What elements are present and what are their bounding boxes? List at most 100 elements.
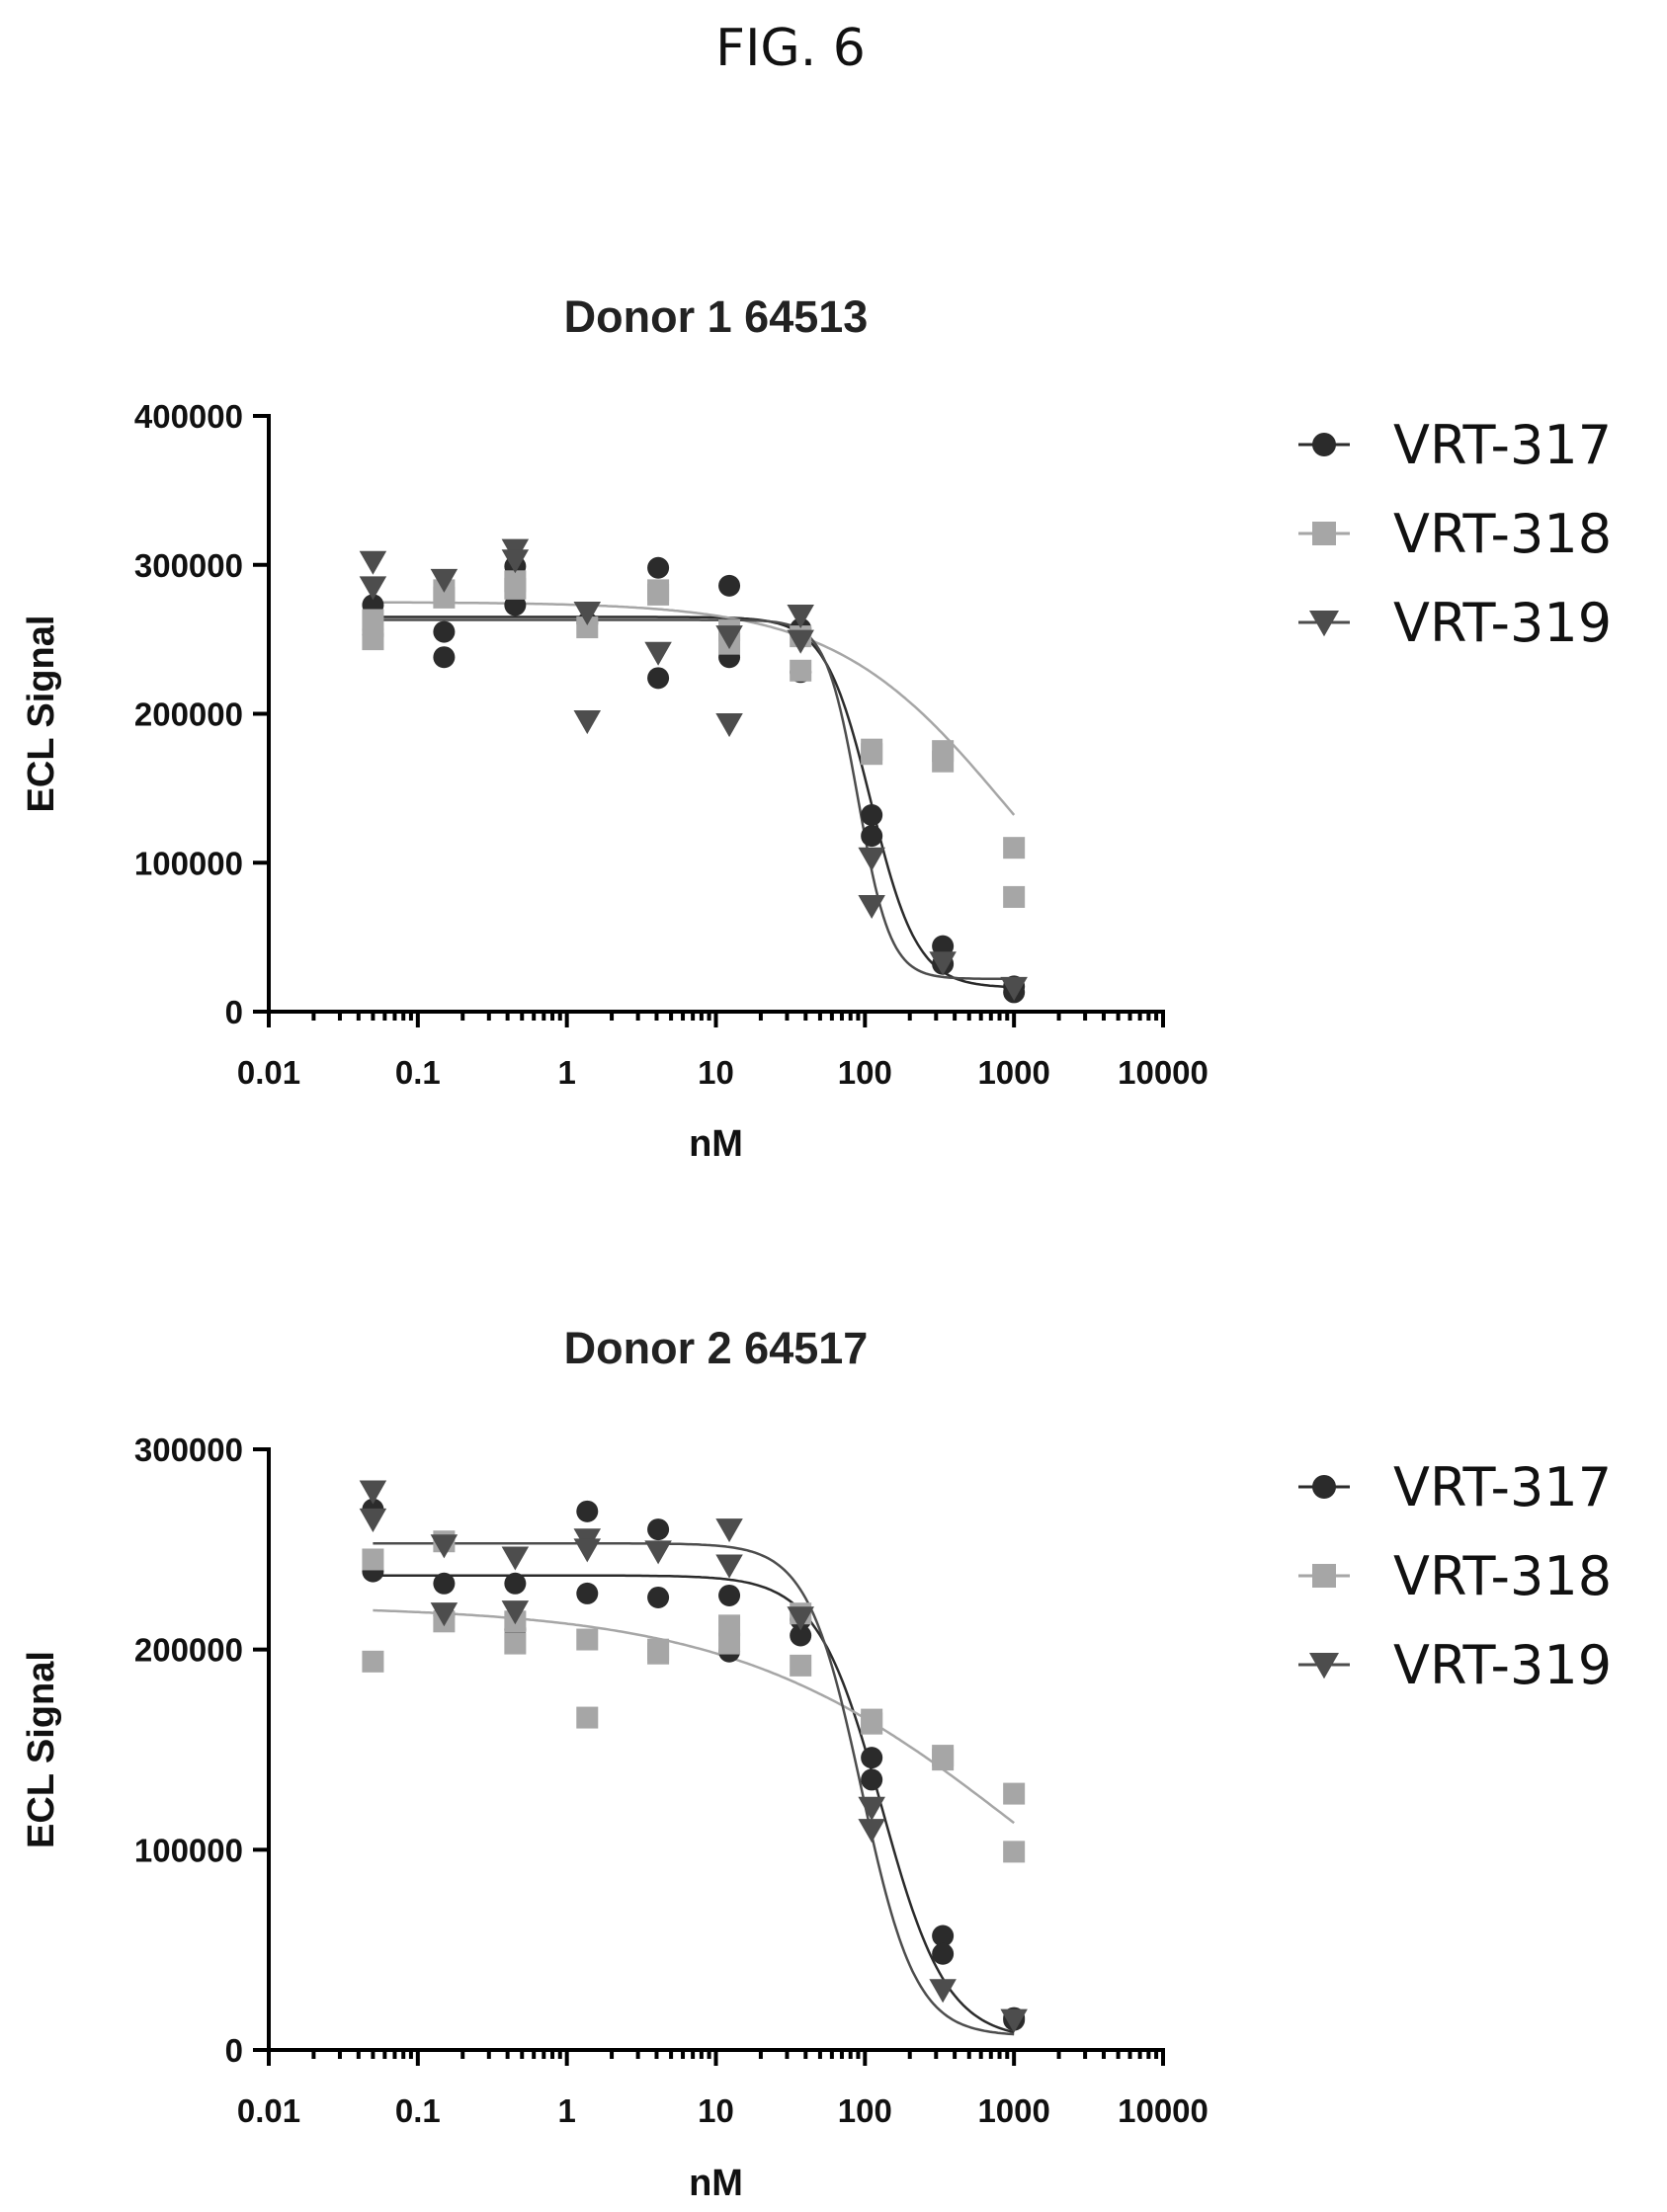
legend-item-vrt-319: VRT-319 [1298,1634,1612,1696]
y-tick-label: 200000 [134,1632,243,1669]
y-tick-label: 300000 [134,1432,243,1468]
point-vrt-317 [576,1582,599,1604]
point-vrt-318 [362,628,384,651]
point-vrt-318 [932,750,955,773]
point-vrt-317 [718,1584,741,1606]
point-vrt-319 [787,605,814,629]
y-tick-label: 200000 [134,696,243,733]
point-vrt-317 [718,574,741,597]
legend: VRT-317 VRT-318 VRT-319 [1298,414,1612,654]
y-axis-label: ECL Signal [21,615,62,813]
point-vrt-317 [861,825,883,848]
point-vrt-318 [362,1548,384,1571]
legend-marker [1312,1564,1336,1588]
point-vrt-319 [858,894,885,920]
fit-curve-vrt-319 [373,1542,1015,2036]
point-vrt-319 [644,1540,672,1565]
point-vrt-319 [644,641,672,666]
point-vrt-318 [1003,837,1026,860]
point-vrt-317 [504,1572,527,1595]
fit-curve-vrt-317 [373,1574,1015,2034]
x-tick-label: 0.1 [395,1054,441,1091]
point-vrt-318 [647,1642,670,1665]
x-axis-label: nM [689,2163,743,2204]
axes [267,414,1165,1014]
point-vrt-317 [861,804,883,827]
y-tick-label: 400000 [134,398,243,435]
point-vrt-319 [430,1534,458,1559]
point-vrt-317 [576,1500,599,1522]
point-vrt-318 [362,609,384,631]
legend-marker [1309,611,1339,637]
chart-title: Donor 2 64517 [564,1323,869,1373]
point-vrt-318 [433,586,456,609]
x-tick-label: 10000 [1118,2092,1209,2129]
point-vrt-317 [647,1518,670,1541]
point-vrt-319 [715,1554,743,1579]
x-tick-label: 100 [838,2092,892,2129]
point-vrt-319 [715,1518,743,1543]
legend: VRT-317 VRT-318 VRT-319 [1298,1456,1612,1696]
fit-curves [373,601,1016,989]
point-vrt-318 [790,1654,812,1677]
legend-item-vrt-319: VRT-319 [1298,592,1612,654]
point-vrt-317 [861,1768,883,1791]
point-vrt-317 [647,556,670,579]
legend-marker [1309,1653,1339,1679]
point-vrt-319 [573,1538,602,1563]
chart-donor-2: Donor 2 64517 nM ECL Signal 0.01 0.1 1 10 10… [21,1323,1612,2204]
x-tick-label: 1 [557,2092,575,2129]
point-vrt-319 [359,576,387,601]
legend-label: VRT-318 [1393,503,1612,565]
y-axis-label: ECL Signal [21,1651,62,1848]
point-vrt-319 [359,1508,387,1532]
x-tick-label: 0.01 [237,2092,300,2129]
point-vrt-317 [647,1586,670,1608]
fit-curve-vrt-318 [373,1608,1015,1825]
legend-item-vrt-318: VRT-318 [1298,503,1612,565]
point-vrt-317 [504,594,527,616]
point-vrt-319 [858,1796,885,1821]
legend-label: VRT-319 [1393,592,1612,654]
figure-label: FIG. 6 [715,19,866,78]
fit-curve-vrt-317 [373,615,1015,989]
point-vrt-317 [861,1747,883,1769]
point-vrt-319 [359,1480,387,1505]
point-vrt-318 [576,616,599,639]
y-tick-label: 300000 [134,547,243,584]
x-tick-label: 10000 [1118,1054,1209,1091]
data-points [359,538,1028,1004]
point-vrt-317 [932,935,955,957]
point-vrt-319 [787,1606,814,1631]
x-tick-label: 0.01 [237,1054,300,1091]
fit-curve-vrt-318 [373,601,1016,816]
point-vrt-317 [932,1942,955,1965]
point-vrt-318 [1003,1841,1026,1863]
point-vrt-319 [359,550,387,575]
point-vrt-318 [1003,885,1026,908]
point-vrt-318 [647,583,670,606]
point-vrt-318 [1003,1782,1026,1805]
legend-item-vrt-318: VRT-318 [1298,1545,1612,1607]
point-vrt-318 [790,659,812,682]
point-vrt-318 [504,577,527,600]
x-tick-label: 1000 [977,2092,1049,2129]
point-vrt-317 [932,1925,955,1947]
point-vrt-319 [787,629,814,654]
legend-marker [1312,1475,1336,1499]
y-tick-label: 0 [225,2032,243,2069]
x-tick-label: 1 [557,1054,575,1091]
point-vrt-318 [718,1614,741,1637]
point-vrt-318 [362,1650,384,1673]
point-vrt-318 [861,1712,883,1735]
point-vrt-318 [861,743,883,766]
point-vrt-319 [501,549,530,574]
point-vrt-319 [430,1602,458,1627]
point-vrt-318 [932,1749,955,1771]
point-vrt-317 [433,646,456,669]
x-tick-label: 10 [698,2092,734,2129]
point-vrt-319 [1000,2008,1028,2033]
point-vrt-319 [501,1546,530,1571]
point-vrt-319 [573,710,602,735]
